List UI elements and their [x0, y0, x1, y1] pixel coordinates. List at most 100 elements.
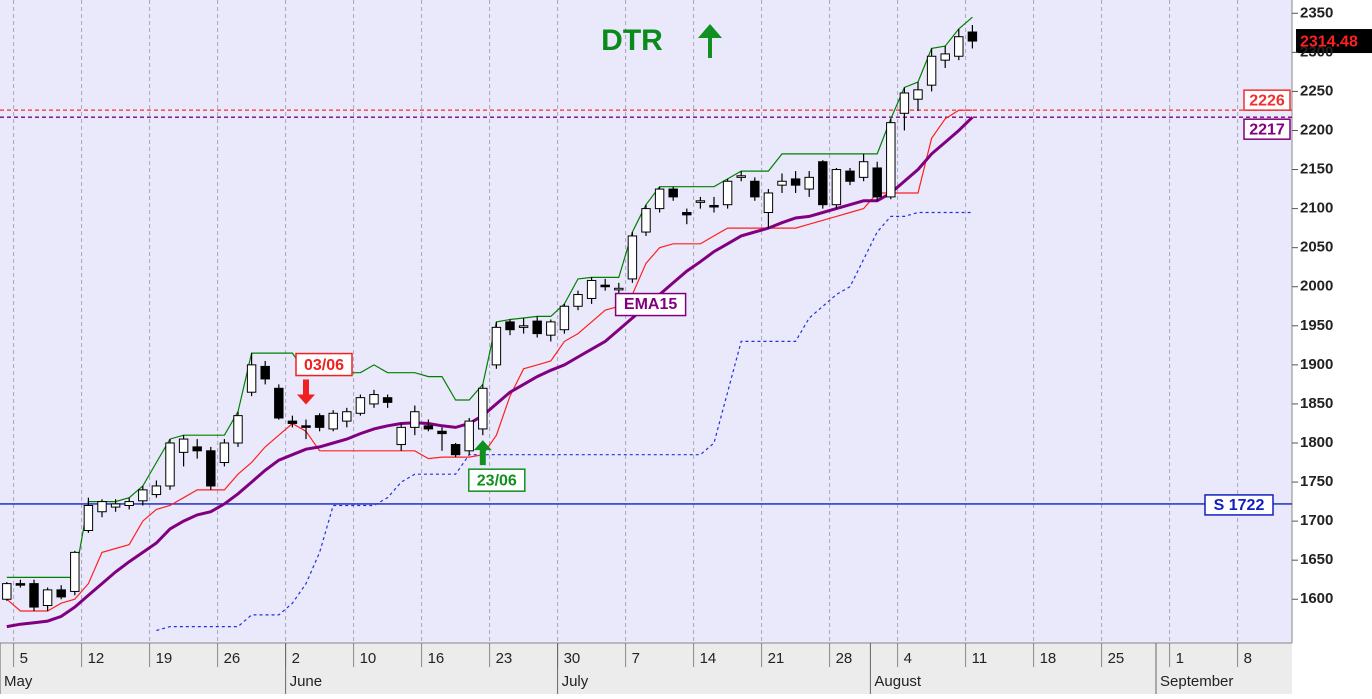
grid [13, 0, 1239, 643]
candle-body [138, 489, 148, 502]
y-tick-label: 2050 [1300, 239, 1333, 256]
candle-body [274, 387, 284, 419]
y-tick-label: 1650 [1300, 551, 1333, 568]
signal-label: 03/06 [304, 357, 344, 374]
candle-body [178, 438, 189, 453]
month-label: September [1160, 673, 1233, 690]
candle-body [858, 161, 869, 178]
x-tick-label: 19 [156, 650, 173, 667]
candle-body [954, 36, 964, 57]
candle-body [110, 503, 121, 508]
last-price-label: 2314.48 [1300, 33, 1358, 50]
month-label: May [4, 673, 33, 690]
signal-box [295, 352, 353, 377]
x-tick-label: 5 [20, 650, 28, 667]
candle-body [777, 180, 787, 186]
signal-box [468, 468, 526, 492]
x-tick-label: 26 [224, 650, 241, 667]
candle-body [913, 89, 923, 100]
x-tick-label: 25 [1108, 650, 1125, 667]
title-arrow [698, 24, 722, 58]
candle-body [940, 53, 950, 61]
candle-body [682, 212, 692, 216]
x-tick-label: 8 [1244, 650, 1252, 667]
candle-body [342, 411, 352, 422]
y-tick-label: 1850 [1300, 395, 1333, 412]
candle-body [450, 444, 461, 456]
x-tick-label: 18 [1040, 650, 1057, 667]
candle-body [518, 325, 529, 328]
candle-body [695, 200, 706, 203]
candle-body [668, 188, 678, 198]
candle-body [654, 188, 665, 210]
candle-body [382, 397, 393, 403]
candle-body [15, 583, 26, 586]
y-tick-label: 1950 [1300, 317, 1333, 334]
month-label: July [562, 673, 589, 690]
y-tick-label: 2100 [1300, 200, 1333, 217]
level-label-box [1243, 118, 1291, 140]
y-tick-label: 1700 [1300, 512, 1333, 529]
candle-body [478, 387, 488, 430]
last-price-box [1296, 29, 1372, 54]
y-tick-label: 1900 [1300, 356, 1333, 373]
candle-body [899, 92, 910, 114]
series-line [6, 109, 973, 612]
x-tick-label: 12 [88, 650, 105, 667]
candle-body [2, 583, 12, 600]
candle-body [83, 504, 94, 531]
candle-body [845, 170, 855, 182]
candle-body [396, 426, 406, 446]
candle-body [532, 320, 542, 335]
level-label: 2226 [1249, 92, 1285, 109]
candle-body [614, 287, 624, 291]
candle-body [505, 321, 515, 331]
x-tick-label: 28 [836, 650, 853, 667]
candle-body [736, 175, 746, 178]
y-tick-label: 2000 [1300, 278, 1333, 295]
candle-body [586, 279, 597, 299]
candle-body [641, 208, 651, 233]
chart-title: DTR [601, 24, 663, 57]
y-tick-label: 1600 [1300, 590, 1333, 607]
candle-body [369, 394, 379, 405]
plot-area [0, 0, 1292, 643]
candle-body [546, 321, 556, 336]
signal-arrow [297, 379, 315, 405]
candle-body [600, 284, 610, 288]
candle-body [804, 176, 814, 190]
candle-body [559, 305, 570, 331]
candle-body [627, 235, 638, 280]
series-line [6, 116, 974, 629]
candle-body [42, 589, 53, 606]
y-tick-label: 2350 [1300, 4, 1333, 21]
level-label-box [1243, 89, 1291, 111]
candle-body [410, 411, 420, 428]
x-tick-label: 11 [972, 650, 988, 667]
candle-body [192, 446, 202, 452]
candle-body [790, 178, 801, 186]
candle-body [287, 420, 298, 424]
candle-body [206, 450, 216, 487]
x-tick-label: 14 [700, 650, 717, 667]
x-tick-label: 1 [1176, 650, 1184, 667]
candle-body [233, 415, 243, 444]
candle-body [355, 397, 366, 414]
candle-body [709, 204, 719, 208]
x-tick-label: 30 [564, 650, 581, 667]
candle-body [872, 167, 882, 198]
y-tick-label: 2300 [1300, 43, 1333, 60]
month-label: June [290, 673, 323, 690]
annotations: DTR 2226 2217 S 1722 EMA15 2314.48 03/06 23/06 [295, 24, 1372, 516]
level-label: 2217 [1249, 121, 1285, 138]
y-tick-label: 2200 [1300, 121, 1333, 138]
x-tick-label: 10 [360, 650, 377, 667]
candle-body [750, 180, 760, 198]
x-tick-label: 23 [496, 650, 513, 667]
candle-body [56, 589, 66, 598]
candle-body [151, 485, 162, 496]
candle-body [29, 583, 39, 608]
candle-body [573, 294, 583, 307]
month-label: August [874, 673, 922, 690]
candle-body [219, 442, 230, 464]
